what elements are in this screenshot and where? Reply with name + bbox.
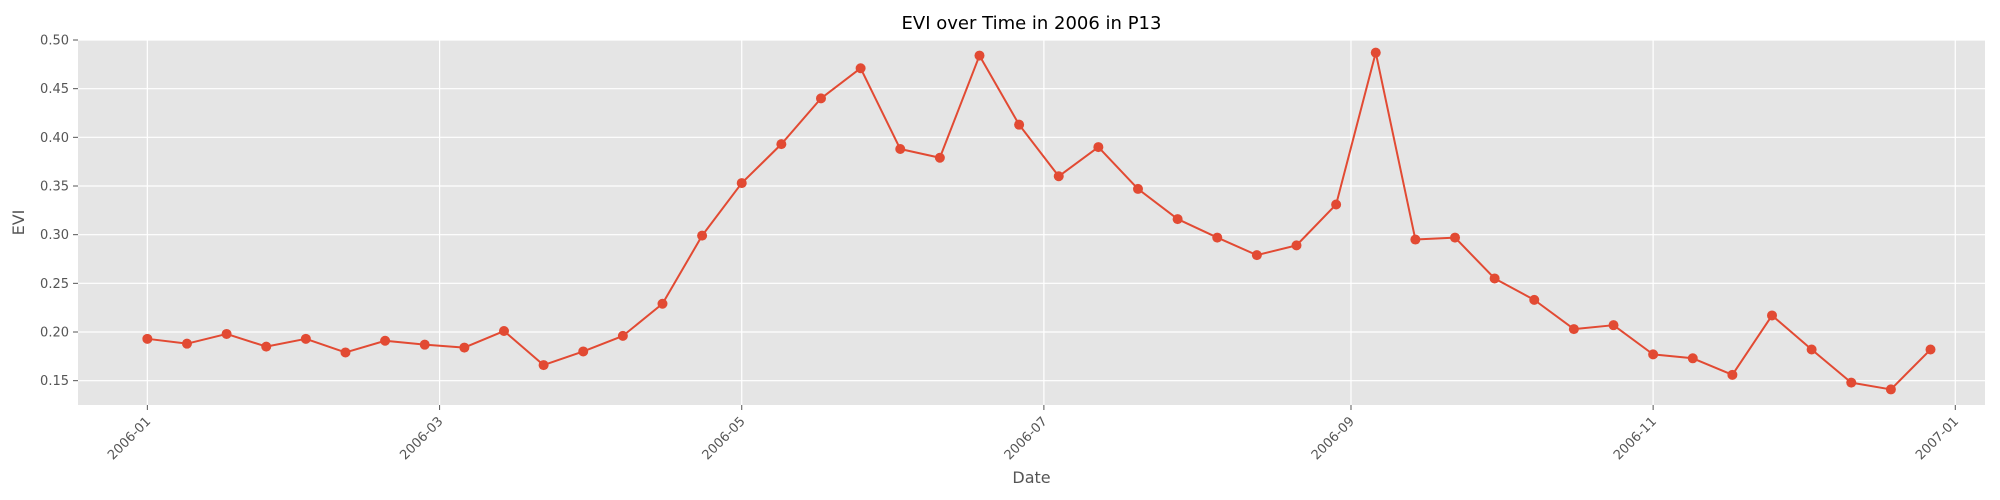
y-tick-label: 0.35 [40,180,69,195]
data-point [1093,142,1104,153]
chart-title: EVI over Time in 2006 in P13 [902,13,1162,34]
y-tick-label: 0.40 [40,131,69,146]
data-point [776,139,787,150]
x-axis-label: Date [1012,468,1050,487]
data-point [1172,214,1183,225]
y-tick-label: 0.50 [40,34,69,49]
data-point [459,342,470,353]
data-point [340,347,351,358]
data-point [1767,310,1778,321]
data-point [221,328,232,339]
data-point [1925,344,1936,355]
data-point [1251,250,1262,261]
data-point [380,335,391,346]
data-point [538,360,549,371]
data-point [1014,119,1025,130]
data-point [1727,369,1738,380]
y-axis-label: EVI [9,210,28,236]
plot-area [78,40,1985,405]
data-point [1648,349,1659,360]
data-point [1291,240,1302,251]
data-point [1410,234,1421,245]
data-point [419,339,430,350]
grid [78,39,1985,405]
data-point [895,144,906,155]
data-point [181,338,192,349]
data-point [1053,171,1064,182]
data-point [1846,377,1857,388]
data-point [697,230,708,241]
y-tick-label: 0.20 [40,326,69,341]
data-point [617,330,628,341]
y-tick-label: 0.25 [40,277,69,292]
data-point [934,152,945,163]
data-point [1132,183,1143,194]
data-point [261,341,272,352]
data-point [1687,353,1698,364]
y-tick-label: 0.30 [40,228,69,243]
data-point [1331,199,1342,210]
series [142,47,1936,395]
data-point [1370,47,1381,58]
data-point [1450,232,1461,243]
data-point [1806,344,1817,355]
data-point [736,178,747,189]
data-point [1529,294,1540,305]
data-point [498,326,509,337]
data-point [855,63,866,74]
data-point [578,346,589,357]
y-tick-label: 0.45 [40,82,69,97]
data-point [1885,384,1896,395]
data-point [1212,232,1223,243]
data-point [657,298,668,309]
data-point [1608,320,1619,331]
data-point [300,333,311,344]
data-point [142,333,153,344]
y-tick-label: 0.15 [40,374,69,389]
series-line [147,51,1932,391]
data-point [1568,324,1579,335]
data-point [815,93,826,104]
data-point [1489,273,1500,284]
data-point [974,50,985,61]
